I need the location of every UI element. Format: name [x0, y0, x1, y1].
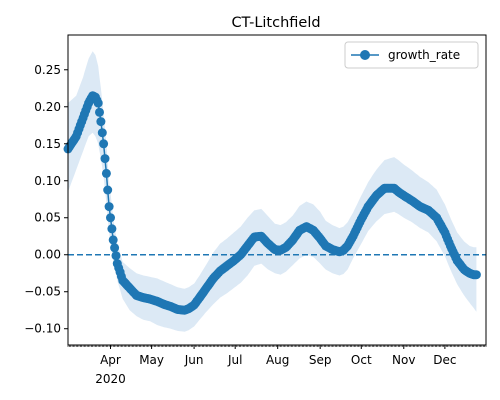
x-tick-label: May [139, 353, 164, 367]
growth-rate-point [93, 98, 103, 108]
plot-area [63, 51, 486, 332]
legend-label-growth-rate: growth_rate [388, 48, 460, 62]
y-tick-label: 0.05 [34, 211, 61, 225]
legend-marker-swatch [360, 50, 370, 60]
x-tick-label: Aug [266, 353, 289, 367]
growth-rate-point [96, 117, 106, 127]
growth-rate-point [106, 213, 115, 223]
legend-frame [344, 41, 479, 69]
axes-layer: −0.10 −0.05 0.00 0.05 0.10 0.15 0.20 0.25 Apr May… [24, 34, 487, 386]
x-tick-label: Dec [433, 353, 456, 367]
growth-rate-point [471, 270, 481, 280]
growth-rate-point [111, 251, 121, 261]
growth-rate-point [103, 185, 113, 195]
series-layer [63, 91, 481, 315]
y-tick-label: 0.00 [34, 248, 61, 262]
x-tick-label: Sep [309, 353, 332, 367]
y-tick-label: −0.05 [24, 285, 61, 299]
growth-rate-point [108, 235, 118, 245]
x-tick-label: Apr [100, 353, 121, 367]
growth-rate-point [101, 168, 111, 178]
x-tick-label: Jun [184, 353, 204, 367]
y-tick-label: 0.15 [34, 137, 61, 151]
y-tick-label: −0.10 [24, 322, 61, 336]
growth-rate-point [100, 154, 110, 164]
y-tick-label: 0.10 [34, 174, 61, 188]
x-tick-label: Jul [227, 353, 242, 367]
y-tick-label: 0.20 [34, 100, 61, 114]
growth-rate-point [97, 128, 107, 138]
growth-rate-point [110, 243, 120, 253]
x-year-label: 2020 [95, 372, 126, 386]
y-tick-label: 0.25 [34, 63, 61, 77]
chart-title: CT-Litchfield [231, 15, 320, 31]
growth-rate-point [107, 224, 117, 234]
growth-rate-point [104, 202, 114, 212]
axes-frame [67, 34, 487, 346]
x-tick-label: Nov [392, 353, 415, 367]
x-tick-label: Oct [351, 353, 372, 367]
growth-rate-point [95, 107, 104, 117]
legend: growth_rate [344, 41, 479, 69]
growth-rate-point [99, 139, 109, 149]
